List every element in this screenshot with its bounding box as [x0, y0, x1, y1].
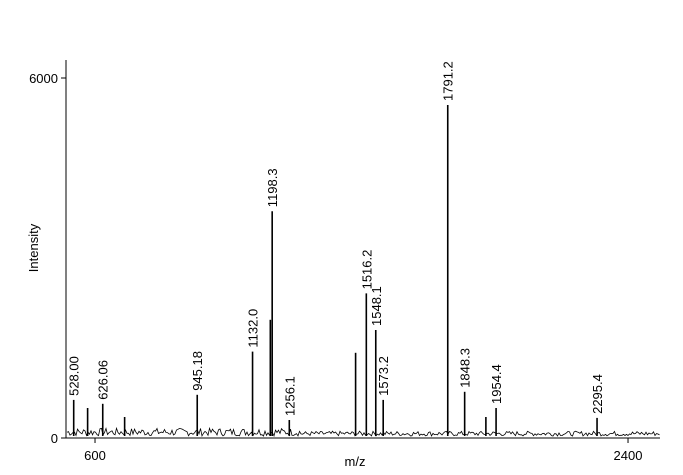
x-tick-label: 600	[84, 448, 106, 463]
peak-label: 1954.4	[489, 364, 504, 404]
peak-label: 1198.3	[265, 168, 280, 207]
y-tick-label: 6000	[29, 71, 58, 86]
y-tick-label: 0	[51, 431, 58, 446]
peak-label: 945.18	[190, 351, 205, 391]
y-axis-label: Intensity	[26, 223, 41, 272]
x-tick-label: 2400	[614, 448, 643, 463]
baseline-noise	[66, 426, 660, 438]
peak-label: 1132.0	[246, 309, 261, 348]
x-axis-label: m/z	[345, 454, 366, 469]
peak-label: 528.00	[67, 356, 82, 396]
peak-label: 1573.2	[376, 356, 391, 396]
peak-label: 1791.2	[441, 61, 456, 101]
peak-label: 1848.3	[458, 348, 473, 388]
peak-label: 1256.1	[282, 376, 297, 416]
peak-label: 626.06	[96, 360, 111, 400]
peak-label: 2295.4	[590, 374, 605, 414]
peak-label: 1548.1	[369, 286, 384, 326]
peak-label: 1516.2	[359, 250, 374, 290]
